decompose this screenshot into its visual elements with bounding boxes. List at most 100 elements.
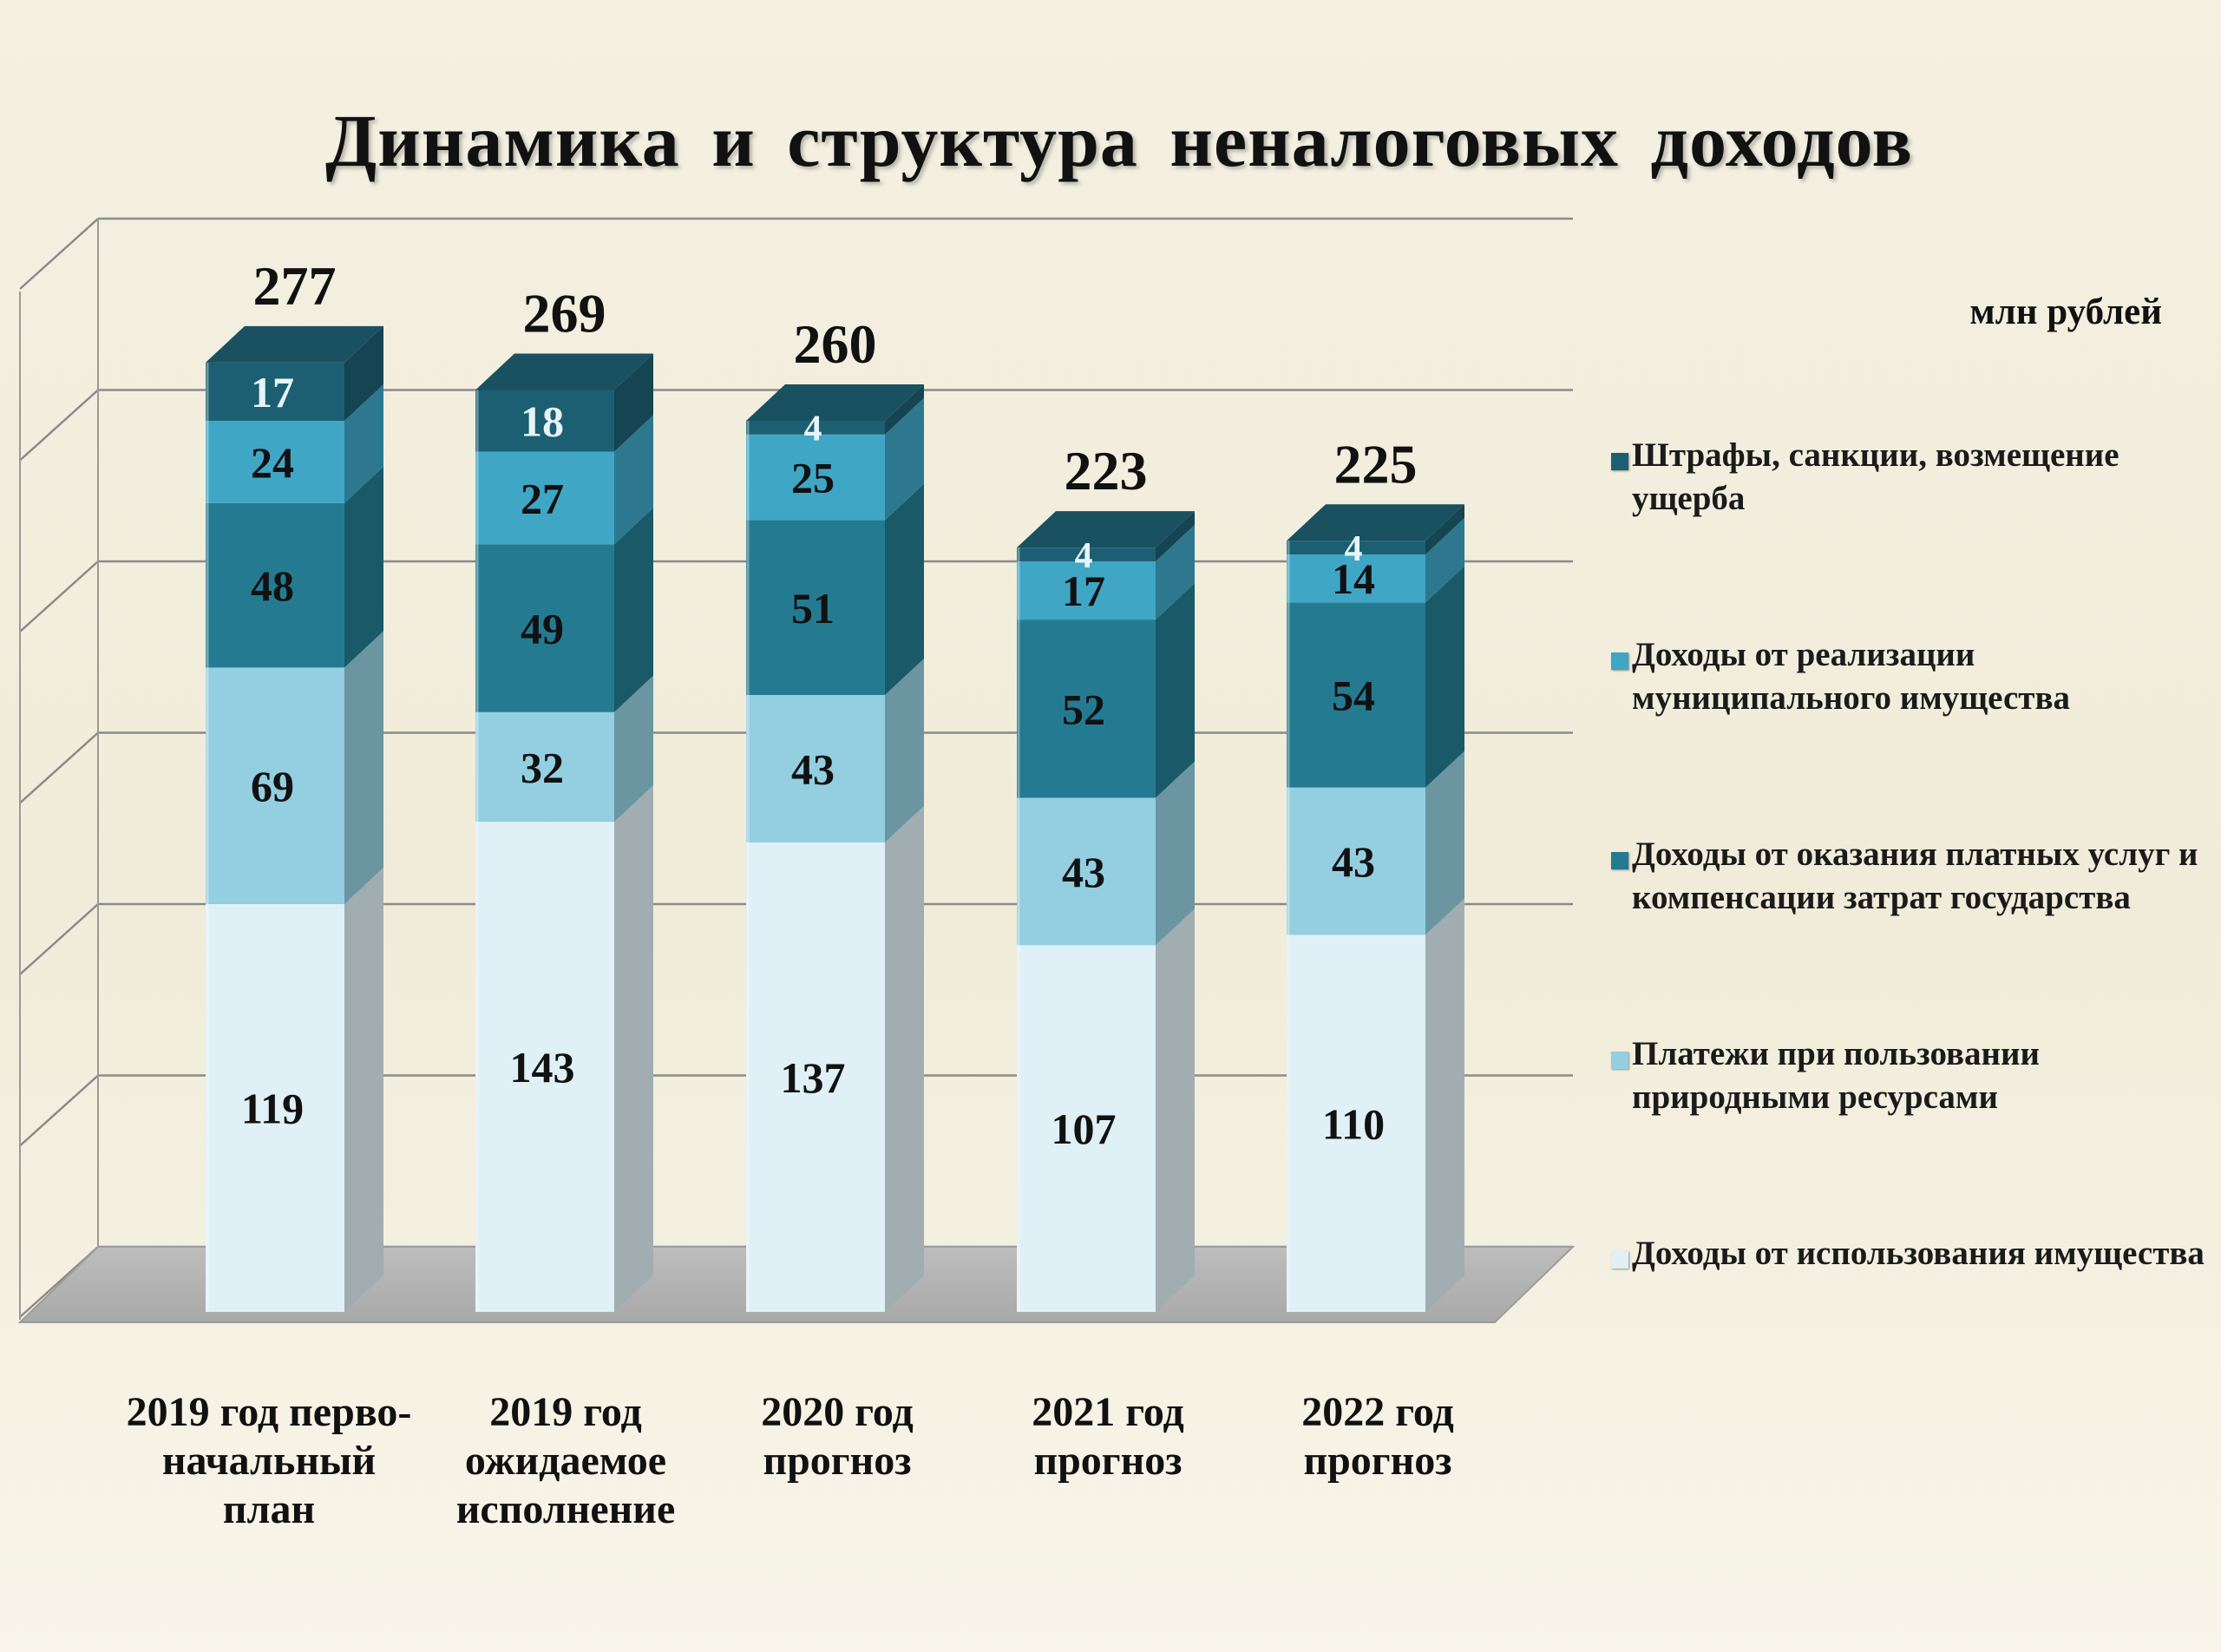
gridline <box>19 1074 99 1147</box>
bar-segment-side <box>614 508 653 712</box>
bar-segment <box>746 842 885 1312</box>
bar-stack <box>1017 511 1195 1312</box>
chart-labels: 119 69 48 24 17 277 143 32 49 27 18 269 137 43 51 25 4 26… <box>241 255 1418 1153</box>
legend-swatch <box>1611 852 1628 869</box>
bar-segment-side <box>885 659 924 842</box>
bar-segment <box>746 695 885 842</box>
data-label: 43 <box>791 744 835 793</box>
bar-segment-side <box>1156 583 1195 798</box>
bar-segment <box>746 520 885 695</box>
bar-segment <box>206 667 344 904</box>
bar-segment-side <box>344 867 383 1312</box>
bar-segment <box>1017 547 1156 561</box>
legend-label: Доходы от реализации муниципального имущ… <box>1632 636 2071 717</box>
x-tick-label: 2022 год прогноз <box>1301 1389 1454 1484</box>
unit-label: млн рублей <box>1969 292 2162 332</box>
data-label: 49 <box>521 604 564 652</box>
data-label: 48 <box>251 561 294 610</box>
data-label: 17 <box>251 368 294 416</box>
bar-segment <box>1017 797 1156 946</box>
legend-label: Доходы от оказания платных услуг и компе… <box>1632 836 2198 916</box>
bar-stack <box>206 325 383 1312</box>
bar-segment <box>475 451 614 545</box>
x-tick-label: 2019 год ожидаемое исполнение <box>455 1389 676 1532</box>
bar-top-face <box>206 325 383 363</box>
data-label: 52 <box>1062 685 1105 733</box>
data-label: 18 <box>521 397 564 446</box>
chart-bars <box>206 325 1464 1312</box>
data-label: 119 <box>241 1084 304 1132</box>
bar-segment-side <box>344 466 383 668</box>
bar-segment-side <box>1425 751 1464 935</box>
bar-segment <box>206 421 344 503</box>
bar-segment <box>746 434 885 521</box>
bar-segment-side <box>1425 518 1464 603</box>
bar-segment <box>206 362 344 421</box>
bar-segment <box>206 502 344 668</box>
bar-stack <box>1287 504 1464 1312</box>
bar-segment <box>475 711 614 823</box>
legend-swatch <box>1611 1052 1628 1069</box>
bar-segment-side <box>614 353 653 452</box>
legend-swatch <box>1611 453 1628 470</box>
bar-segment-side <box>1156 511 1195 561</box>
data-label: 25 <box>791 454 835 502</box>
gridline <box>19 731 99 804</box>
bar-stack <box>746 384 924 1312</box>
legend-swatch <box>1611 1251 1628 1268</box>
data-label: 54 <box>1332 672 1375 720</box>
data-label: 4 <box>804 410 822 449</box>
data-label: 137 <box>781 1053 846 1102</box>
legend-label: Доходы от использования имущества <box>1632 1235 2205 1272</box>
legend-label: Штрафы, санкции, возмещение ущерба <box>1632 436 2119 517</box>
data-label: 4 <box>1345 529 1363 569</box>
data-label: 17 <box>1062 567 1105 615</box>
bar-segment <box>1287 554 1425 603</box>
x-tick-label: 2021 год прогноз <box>1032 1389 1184 1484</box>
gridline <box>19 389 99 462</box>
bar-segment <box>746 421 885 435</box>
data-label: 4 <box>1075 536 1093 576</box>
bar-top-face <box>746 384 924 421</box>
bar-top-face <box>475 353 653 390</box>
gridline <box>19 903 99 975</box>
legend-label: Платежи при пользовании природными ресур… <box>1632 1035 2040 1116</box>
gridline <box>19 218 99 290</box>
bar-segment <box>1287 602 1425 788</box>
bar-segment-side <box>1425 504 1464 555</box>
bar-segment <box>1017 560 1156 620</box>
data-label: 24 <box>251 438 294 487</box>
data-label: 51 <box>791 584 835 633</box>
bar-segment-side <box>1156 524 1195 620</box>
bar-segment-side <box>344 631 383 904</box>
bar-top-face <box>1017 511 1195 548</box>
bar-segment <box>1017 945 1156 1312</box>
bar-segment <box>475 822 614 1312</box>
bar-segment-side <box>885 483 924 695</box>
chart-title: Динамика и структура неналоговых доходов <box>325 99 1913 182</box>
total-label: 225 <box>1334 433 1418 495</box>
data-label: 43 <box>1062 848 1105 896</box>
legend-swatch <box>1611 652 1628 670</box>
bar-segment <box>1287 541 1425 555</box>
bar-segment <box>1287 934 1425 1312</box>
bar-segment-side <box>1156 761 1195 946</box>
bar-segment-side <box>1425 566 1464 788</box>
data-label: 32 <box>521 743 564 791</box>
bar-segment <box>206 903 344 1312</box>
data-label: 69 <box>251 762 294 810</box>
data-label: 43 <box>1332 837 1375 886</box>
bar-segment-side <box>344 384 383 503</box>
x-tick-label: 2020 год прогноз <box>761 1389 914 1484</box>
bar-segment-side <box>885 397 924 521</box>
bar-top-face <box>1287 504 1464 541</box>
bar-segment <box>1017 620 1156 798</box>
data-label: 110 <box>1322 1099 1385 1148</box>
x-tick-label: 2019 год перво-начальный план <box>126 1389 412 1532</box>
data-label: 27 <box>521 474 564 522</box>
bar-segment-side <box>885 384 924 435</box>
bar-stack <box>475 353 653 1312</box>
bar-segment-side <box>614 415 653 545</box>
data-label: 107 <box>1052 1105 1117 1153</box>
